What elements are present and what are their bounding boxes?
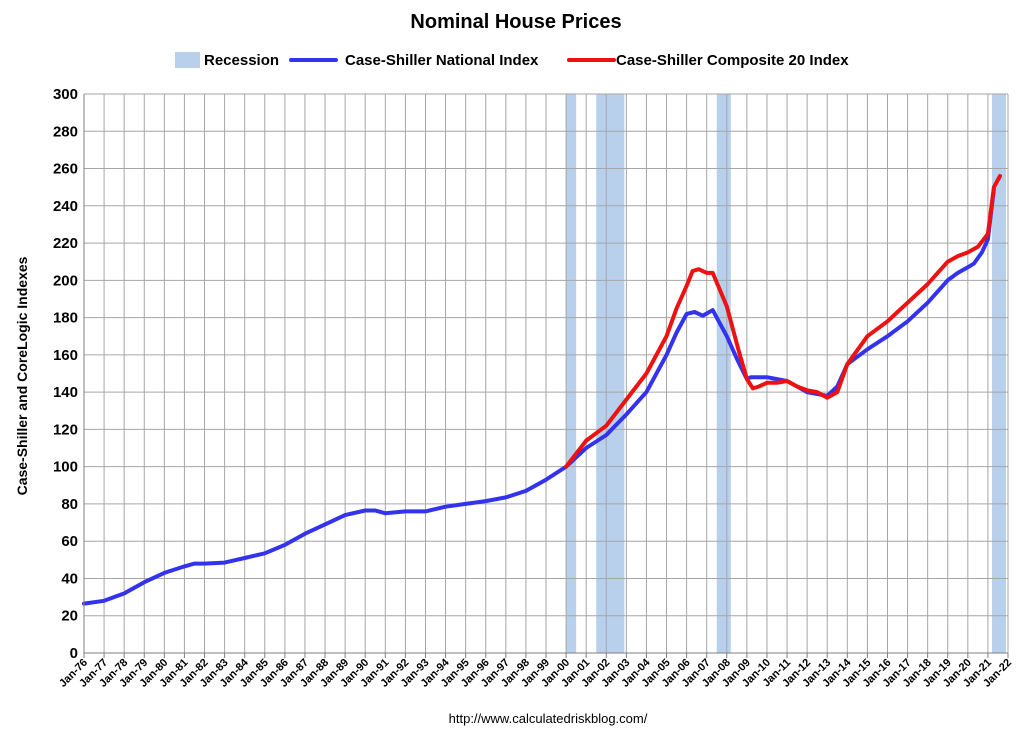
- axes: 0 20 40 60 80 100 120 140 160 180 200 220 240 260 280 3…: [53, 86, 1014, 690]
- source-url: http://www.calculatedriskblog.com/: [449, 711, 648, 726]
- y-tick-label: 140: [53, 384, 78, 401]
- legend: Recession Case-Shiller National Index Case…: [175, 52, 849, 69]
- y-tick-label: 240: [53, 198, 78, 215]
- y-tick-label: 0: [70, 645, 78, 662]
- legend-swatch-recession: [175, 52, 200, 68]
- y-tick-label: 60: [61, 533, 78, 550]
- y-tick-label: 100: [53, 459, 78, 476]
- recession-band-1: [596, 94, 625, 653]
- chart-title: Nominal House Prices: [410, 11, 621, 33]
- y-tick-label: 280: [53, 123, 78, 140]
- recession-band-3: [991, 94, 1006, 653]
- y-tick-label: 40: [61, 570, 78, 587]
- plot-area: 0 20 40 60 80 100 120 140 160 180 200 220 240 260 280 3…: [53, 86, 1014, 690]
- series-line-national: [82, 187, 996, 606]
- y-tick-label: 260: [53, 161, 78, 178]
- y-tick-label: 20: [61, 608, 78, 625]
- legend-label: Recession: [204, 52, 279, 69]
- series-lines: [82, 174, 1002, 606]
- y-tick-label: 160: [53, 347, 78, 364]
- y-tick-label: 180: [53, 310, 78, 327]
- y-tick-label: 200: [53, 272, 78, 289]
- series-line-composite-20: [564, 174, 1002, 469]
- y-tick-label: 120: [53, 421, 78, 438]
- y-tick-label: 220: [53, 235, 78, 252]
- legend-label: Case-Shiller Composite 20 Index: [616, 52, 849, 69]
- y-tick-label: 300: [53, 86, 78, 103]
- legend-label: Case-Shiller National Index: [345, 52, 539, 69]
- recession-bands: [566, 94, 1006, 653]
- recession-band-0: [566, 94, 577, 653]
- gridlines: [83, 93, 1009, 654]
- recession-band-2: [716, 94, 731, 653]
- y-axis-label: Case-Shiller and CoreLogic Indexes: [14, 256, 30, 495]
- y-tick-label: 80: [61, 496, 78, 513]
